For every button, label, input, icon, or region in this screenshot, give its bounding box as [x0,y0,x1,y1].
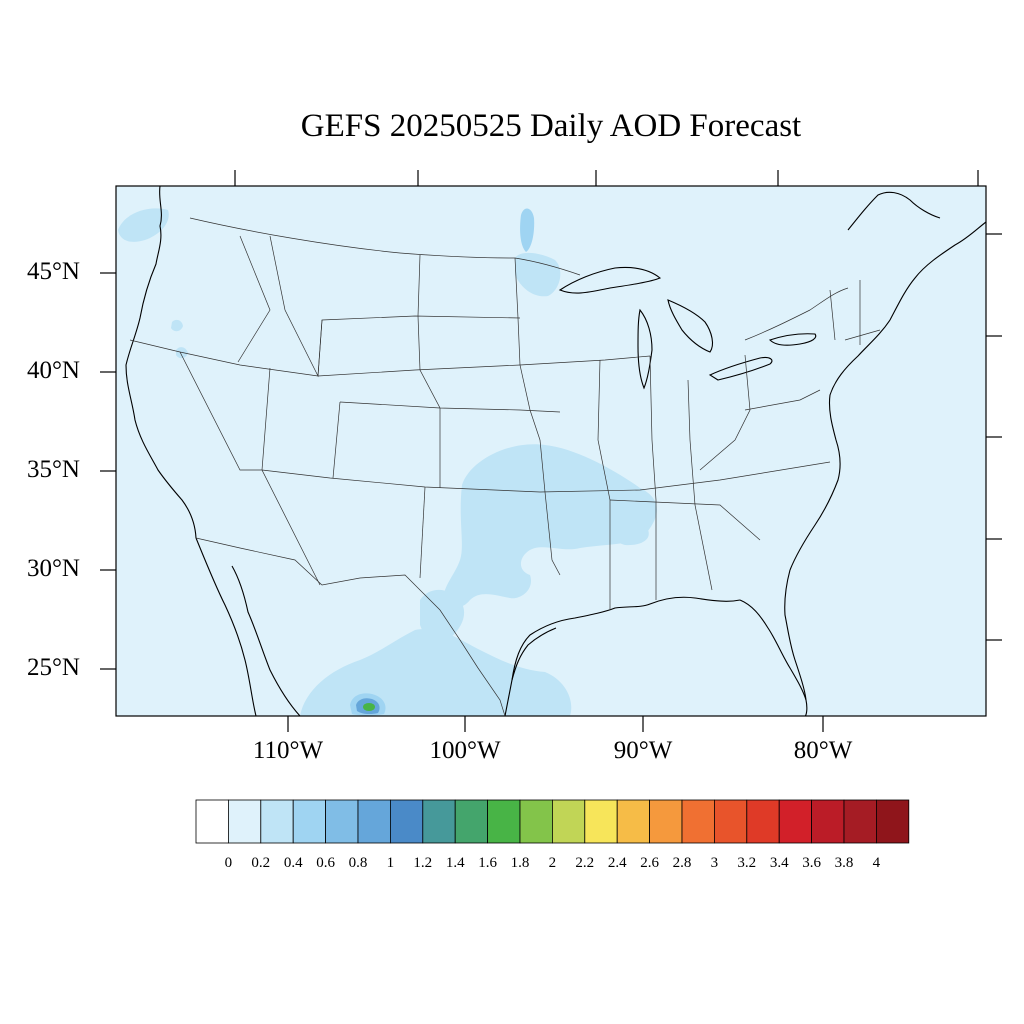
map-title: GEFS 20250525 Daily AOD Forecast [300,108,802,144]
colorbar-swatch-21 [876,799,910,844]
colorbar-swatch-5 [357,799,391,844]
lat-label-25: 25°N [26,654,80,681]
colorbar-swatch-16 [714,799,748,844]
colorbar-swatch-4 [325,799,359,844]
lake-erie [708,356,773,381]
plume-mn-core [520,208,535,252]
colorbar-swatch-17 [746,799,780,844]
lake-superior [558,266,662,294]
canada-border-east [744,287,849,341]
colorbar-swatch-11 [551,799,586,844]
colorbar-swatch-9 [487,799,521,844]
aod-plumes [118,208,657,716]
plume-pacific-nw [118,208,169,242]
colorbar-swatch-20 [843,799,877,844]
baja-peninsula [195,537,257,717]
political-boundaries [129,217,881,717]
lon-label-90w: 90°W [613,737,673,764]
colorbar-swatch-18 [778,799,813,844]
colorbar-swatch-2 [260,799,294,844]
lat-label-40: 40°N [26,357,80,384]
colorbar-swatch-0 [195,799,229,844]
colorbar-swatch-1 [228,799,262,844]
plume-ms-valley [609,520,649,546]
lat-label-45: 45°N [26,258,80,285]
west-coast [125,185,197,539]
aod-hotspots [350,208,535,716]
mexico-core-peak [363,703,375,711]
mexico-border [195,537,506,717]
lat-label-30: 30°N [26,555,80,582]
lat-label-35: 35°N [26,456,80,483]
colorbar-swatch-15 [681,799,715,844]
colorbar-swatch-14 [649,799,683,844]
colorbar-swatch-6 [389,799,424,844]
colorbar-swatch-12 [584,799,618,844]
coastlines [125,185,987,717]
colorbar-swatch-10 [519,799,553,844]
plume-southern-plains [443,444,657,608]
great-lakes [558,266,817,390]
axis-ticks [100,170,1002,732]
canada-border [189,217,581,276]
plume-great-lakes [515,252,561,297]
plume-oregon-spot [171,319,183,332]
colorbar [195,799,910,844]
lon-label-100w: 100°W [429,737,501,764]
plume-texas-west [420,589,465,642]
colorbar-swatch-7 [422,799,456,844]
canada-coast [847,191,941,231]
florida [739,599,808,717]
east-coast [789,221,987,571]
colorbar-swatch-3 [292,799,326,844]
florida-atlantic [784,569,807,701]
gulf-of-california [231,565,301,717]
colorbar-swatch-8 [454,799,489,844]
lon-label-80w: 80°W [793,737,853,764]
gulf-coast-tx [511,627,557,681]
colorbar-swatch-13 [616,799,651,844]
map-frame [115,185,987,717]
lon-label-110w: 110°W [252,737,324,764]
lake-huron [667,299,714,353]
colorbar-swatch-19 [811,799,845,844]
lake-michigan [637,308,653,390]
lake-ontario [768,333,817,346]
